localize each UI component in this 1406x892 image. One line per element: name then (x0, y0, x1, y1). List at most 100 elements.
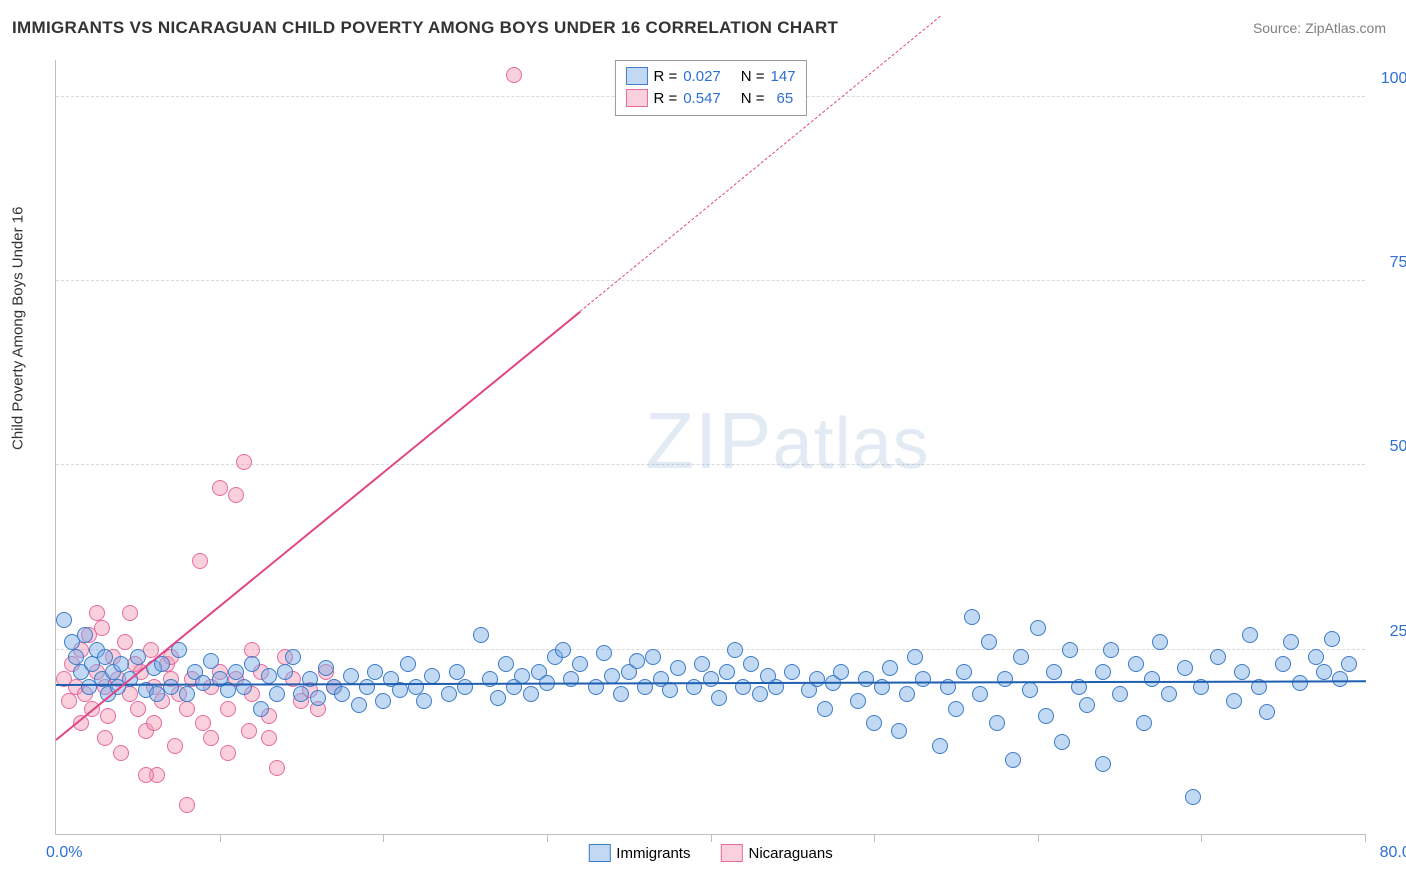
data-point-nicaraguans (269, 760, 285, 776)
data-point-immigrants (809, 671, 825, 687)
data-point-immigrants (743, 656, 759, 672)
data-point-immigrants (236, 679, 252, 695)
data-point-immigrants (1283, 634, 1299, 650)
data-point-immigrants (163, 679, 179, 695)
data-point-immigrants (1185, 789, 1201, 805)
data-point-nicaraguans (130, 701, 146, 717)
data-point-immigrants (269, 686, 285, 702)
data-point-immigrants (899, 686, 915, 702)
data-point-immigrants (498, 656, 514, 672)
swatch-immigrants (625, 67, 647, 85)
n-label: N = (741, 90, 765, 107)
data-point-immigrants (784, 664, 800, 680)
data-point-immigrants (473, 627, 489, 643)
swatch-nicaraguans (625, 89, 647, 107)
data-point-immigrants (1234, 664, 1250, 680)
data-point-nicaraguans (179, 797, 195, 813)
data-point-immigrants (1054, 734, 1070, 750)
swatch-immigrants-icon (588, 844, 610, 862)
r-value-nicaraguans: 0.547 (683, 90, 721, 107)
data-point-nicaraguans (146, 715, 162, 731)
data-point-immigrants (408, 679, 424, 695)
data-point-immigrants (1292, 675, 1308, 691)
data-point-immigrants (68, 649, 84, 665)
data-point-immigrants (989, 715, 1005, 731)
data-point-immigrants (817, 701, 833, 717)
data-point-nicaraguans (113, 745, 129, 761)
data-point-immigrants (703, 671, 719, 687)
data-point-immigrants (359, 679, 375, 695)
data-point-immigrants (277, 664, 293, 680)
data-point-nicaraguans (236, 454, 252, 470)
data-point-immigrants (1341, 656, 1357, 672)
data-point-immigrants (981, 634, 997, 650)
data-point-immigrants (727, 642, 743, 658)
data-point-immigrants (56, 612, 72, 628)
data-point-immigrants (891, 723, 907, 739)
data-point-immigrants (637, 679, 653, 695)
x-tick (1365, 834, 1366, 842)
data-point-immigrants (858, 671, 874, 687)
data-point-immigrants (1308, 649, 1324, 665)
data-point-immigrants (1242, 627, 1258, 643)
x-tick (383, 834, 384, 842)
data-point-immigrants (932, 738, 948, 754)
data-point-immigrants (1275, 656, 1291, 672)
data-point-immigrants (375, 693, 391, 709)
r-label: R = (653, 68, 677, 85)
data-point-immigrants (424, 668, 440, 684)
data-point-immigrants (179, 686, 195, 702)
data-point-immigrants (351, 697, 367, 713)
legend-label-nicaraguans: Nicaraguans (748, 845, 832, 862)
data-point-immigrants (752, 686, 768, 702)
data-point-immigrants (1161, 686, 1177, 702)
data-point-immigrants (866, 715, 882, 731)
data-point-immigrants (645, 649, 661, 665)
x-tick (1038, 834, 1039, 842)
data-point-immigrants (77, 627, 93, 643)
data-point-nicaraguans (97, 730, 113, 746)
data-point-immigrants (1103, 642, 1119, 658)
data-point-immigrants (711, 690, 727, 706)
data-point-nicaraguans (167, 738, 183, 754)
data-point-immigrants (1046, 664, 1062, 680)
data-point-immigrants (964, 609, 980, 625)
data-point-nicaraguans (228, 487, 244, 503)
data-point-immigrants (555, 642, 571, 658)
data-point-immigrants (1062, 642, 1078, 658)
data-point-immigrants (833, 664, 849, 680)
data-point-immigrants (1144, 671, 1160, 687)
data-point-nicaraguans (192, 553, 208, 569)
data-point-nicaraguans (138, 767, 154, 783)
data-point-immigrants (613, 686, 629, 702)
correlation-legend: R = 0.027 N = 147 R = 0.547 N = 65 (614, 60, 806, 116)
chart-title: IMMIGRANTS VS NICARAGUAN CHILD POVERTY A… (12, 18, 838, 38)
data-point-nicaraguans (117, 634, 133, 650)
gridline (56, 280, 1365, 281)
data-point-immigrants (1079, 697, 1095, 713)
data-point-nicaraguans (203, 730, 219, 746)
data-point-immigrants (948, 701, 964, 717)
data-point-nicaraguans (244, 642, 260, 658)
source-attribution: Source: ZipAtlas.com (1253, 20, 1386, 36)
x-axis-min-label: 0.0% (46, 844, 82, 862)
data-point-nicaraguans (506, 67, 522, 83)
data-point-immigrants (1005, 752, 1021, 768)
y-axis-label: Child Poverty Among Boys Under 16 (10, 207, 27, 450)
data-point-immigrants (882, 660, 898, 676)
x-tick (1201, 834, 1202, 842)
data-point-immigrants (850, 693, 866, 709)
data-point-immigrants (1112, 686, 1128, 702)
data-point-immigrants (441, 686, 457, 702)
data-point-nicaraguans (195, 715, 211, 731)
data-point-immigrants (563, 671, 579, 687)
legend-label-immigrants: Immigrants (616, 845, 690, 862)
data-point-immigrants (596, 645, 612, 661)
data-point-immigrants (997, 671, 1013, 687)
data-point-immigrants (334, 686, 350, 702)
data-point-immigrants (735, 679, 751, 695)
source-value: ZipAtlas.com (1305, 20, 1386, 36)
n-label: N = (741, 68, 765, 85)
x-tick (547, 834, 548, 842)
data-point-immigrants (367, 664, 383, 680)
